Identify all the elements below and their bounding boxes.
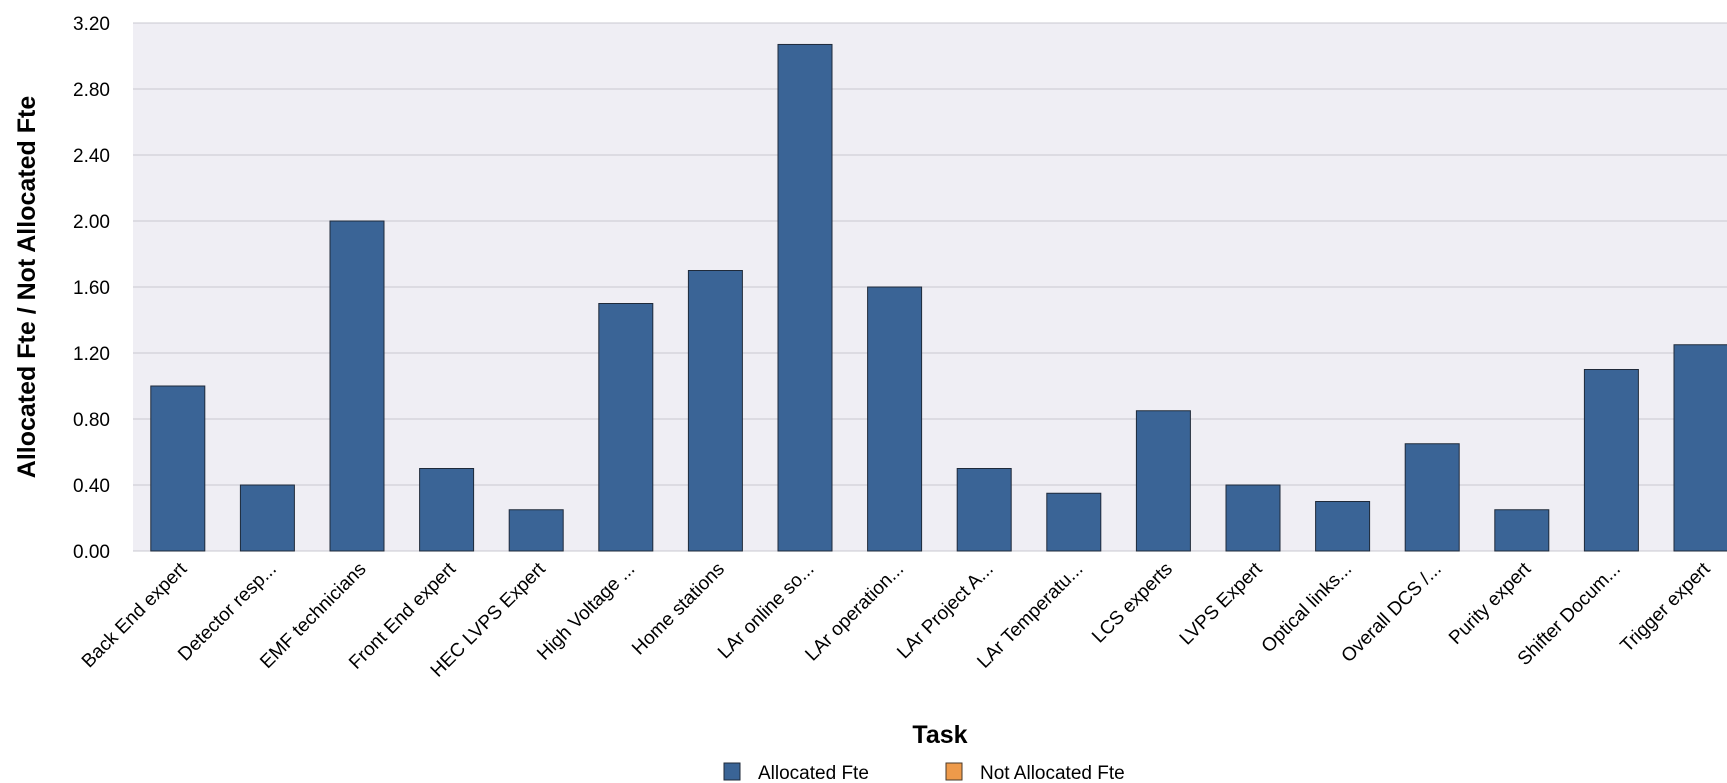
bar-allocated-fte[interactable] (508, 509, 564, 552)
x-tick-label: LAr operation... (801, 559, 908, 666)
y-tick-label: 1.60 (73, 278, 110, 299)
y-tick-label: 3.20 (73, 14, 110, 35)
bar-allocated-fte[interactable] (1046, 492, 1102, 552)
bar-allocated-fte[interactable] (329, 220, 385, 552)
y-tick-label: 0.40 (73, 476, 110, 497)
bar-allocated-fte[interactable] (1225, 484, 1281, 552)
y-tick-label: 2.80 (73, 80, 110, 101)
bar-allocated-fte[interactable] (1673, 344, 1727, 552)
bar-allocated-fte[interactable] (419, 468, 475, 552)
x-tick-label: Home stations (628, 559, 729, 660)
y-axis-title: Allocated Fte / Not Allocated Fte (13, 96, 41, 479)
bars (150, 43, 1727, 552)
bar-allocated-fte[interactable] (777, 43, 833, 552)
bar-allocated-fte[interactable] (239, 484, 295, 552)
legend-label-allocated: Allocated Fte (758, 763, 869, 783)
x-tick-label: Back End expert (78, 558, 192, 672)
bar-allocated-fte[interactable] (867, 286, 923, 552)
y-tick-label: 0.00 (73, 542, 110, 563)
bar-allocated-fte[interactable] (956, 468, 1012, 552)
x-tick-label: LAr Project A... (893, 559, 997, 663)
y-axis-ticks: 0.00 0.40 0.80 1.20 1.60 2.00 2.40 2.80 3.20 (73, 14, 110, 563)
legend-item-allocated[interactable]: Allocated Fte (723, 762, 869, 783)
bar-allocated-fte[interactable] (1494, 509, 1550, 552)
legend: Allocated Fte Not Allocated Fte (723, 762, 1125, 783)
legend-swatch-not-allocated (945, 762, 963, 781)
legend-item-not-allocated[interactable]: Not Allocated Fte (945, 762, 1125, 783)
y-tick-label: 1.20 (73, 344, 110, 365)
bar-allocated-fte[interactable] (598, 303, 654, 552)
bar-allocated-fte[interactable] (687, 270, 743, 552)
bar-allocated-fte[interactable] (1315, 501, 1371, 552)
x-axis-title: Task (912, 721, 967, 749)
y-tick-label: 2.40 (73, 146, 110, 167)
x-tick-label: LVPS Expert (1176, 558, 1267, 649)
legend-swatch-allocated (723, 762, 741, 781)
x-tick-label: Purity expert (1445, 558, 1536, 649)
bar-allocated-fte[interactable] (1404, 443, 1460, 552)
bar-allocated-fte[interactable] (1135, 410, 1191, 552)
bar-allocated-fte[interactable] (1583, 369, 1639, 552)
bar-allocated-fte[interactable] (150, 385, 206, 552)
x-tick-label: Trigger expert (1617, 558, 1715, 656)
y-tick-label: 2.00 (73, 212, 110, 233)
x-tick-label: LCS experts (1088, 559, 1177, 648)
y-tick-label: 0.80 (73, 410, 110, 431)
x-tick-label: High Voltage ... (533, 559, 639, 665)
x-tick-label: Optical links... (1258, 559, 1356, 657)
legend-label-not-allocated: Not Allocated Fte (980, 763, 1125, 783)
grid-lines (133, 22, 1727, 552)
x-tick-label: LAr online so... (714, 559, 818, 663)
